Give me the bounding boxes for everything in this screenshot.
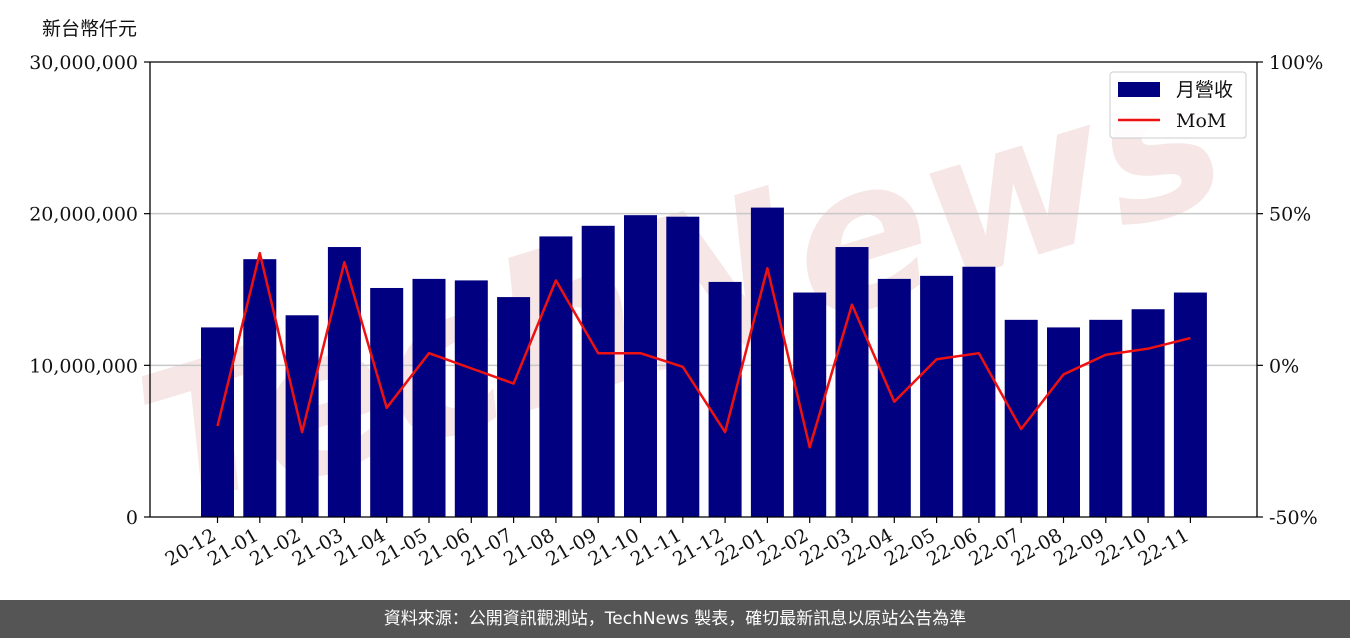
chart-area: TechNews 010,000,00020,000,00030,000,000…	[29, 18, 1323, 571]
y-left-tick-label: 20,000,000	[29, 204, 138, 226]
revenue-bar	[581, 225, 615, 518]
revenue-bar	[708, 281, 742, 517]
revenue-bar	[1047, 327, 1080, 517]
y-left-tick-label: 30,000,000	[29, 52, 138, 74]
source-footer: 資料來源：公開資訊觀測站，TechNews 製表，確切最新訊息以原站公告為準	[0, 600, 1350, 638]
revenue-bar	[1131, 309, 1165, 517]
revenue-bar	[1173, 292, 1207, 517]
y-right-tick-label: 50%	[1269, 204, 1311, 226]
revenue-bar	[1089, 319, 1123, 517]
y-axis-unit-label: 新台幣仟元	[42, 18, 138, 40]
revenue-bar	[750, 207, 784, 517]
revenue-bar	[454, 280, 488, 517]
revenue-bar	[539, 236, 573, 517]
revenue-bar	[327, 247, 361, 518]
y-left-tick-label: 10,000,000	[29, 355, 138, 377]
revenue-bar	[497, 297, 531, 517]
legend-label-mom: MoM	[1176, 110, 1226, 132]
revenue-bar	[412, 278, 446, 517]
y-right-tick-label: 0%	[1269, 355, 1299, 377]
revenue-bar	[877, 278, 911, 517]
revenue-bar	[962, 266, 996, 517]
revenue-bar	[624, 215, 657, 517]
legend-label-revenue: 月營收	[1176, 79, 1233, 101]
y-right-tick-label: 100%	[1269, 52, 1323, 74]
revenue-bar	[370, 287, 404, 517]
revenue-bar	[835, 247, 869, 518]
revenue-bar	[920, 275, 954, 517]
y-left-tick-label: 0	[126, 507, 138, 529]
revenue-bar	[1004, 319, 1038, 517]
revenue-bar	[285, 315, 319, 517]
legend-swatch-revenue	[1118, 82, 1160, 97]
revenue-chart: 0 10,000,000 20,000,000 30,000,000 -50% 0% 50%…	[29, 52, 1323, 571]
mom-line	[216, 251, 1191, 449]
y-right-tick-label: -50%	[1269, 507, 1318, 529]
